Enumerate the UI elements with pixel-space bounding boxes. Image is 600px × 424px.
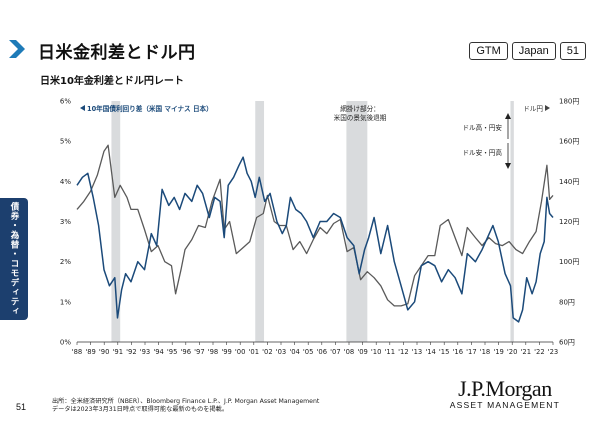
x-tick-label: '10 xyxy=(371,348,382,356)
y-right-tick-label: 80円 xyxy=(559,298,575,306)
y-left-tick-label: 6% xyxy=(60,98,71,106)
x-tick-label: '97 xyxy=(194,348,205,356)
x-tick-label: '04 xyxy=(289,348,300,356)
y-right-tick-label: 60円 xyxy=(559,339,575,347)
x-tick-label: '95 xyxy=(167,348,178,356)
y-left-tick-label: 5% xyxy=(60,138,71,146)
left-series-label: 10年国債利回り差（米国 マイナス 日本） xyxy=(87,104,213,113)
source-line-1: 出所：全米経済研究所（NBER）、Bloomberg Finance L.P.、… xyxy=(52,398,320,405)
x-tick-label: '17 xyxy=(466,348,477,356)
arrow-up-icon xyxy=(505,113,511,119)
chevron-right-icon xyxy=(9,40,25,58)
source-note: 出所：全米経済研究所（NBER）、Bloomberg Finance L.P.、… xyxy=(52,398,319,414)
x-tick-label: '18 xyxy=(480,348,491,356)
x-tick-label: '98 xyxy=(208,348,219,356)
y-right-tick-label: 180円 xyxy=(559,98,579,106)
y-right-tick-label: 100円 xyxy=(559,258,579,266)
x-tick-label: '08 xyxy=(344,348,355,356)
x-tick-label: '05 xyxy=(303,348,314,356)
section-tab-label: 債券・為替・コモディティ xyxy=(9,202,19,316)
x-tick-label: '16 xyxy=(453,348,464,356)
y-right-tick-label: 120円 xyxy=(559,218,579,226)
x-tick-label: '99 xyxy=(221,348,232,356)
y-left-tick-label: 2% xyxy=(60,258,71,266)
x-tick-label: '91 xyxy=(113,348,124,356)
left-arrow-icon xyxy=(80,105,85,111)
x-tick-label: '06 xyxy=(317,348,328,356)
page-title: 日米金利差とドル円 xyxy=(38,43,196,63)
x-tick-label: '92 xyxy=(126,348,137,356)
x-tick-label: '88 xyxy=(72,348,83,356)
x-tick-label: '07 xyxy=(330,348,341,356)
arrow-up-label: ドル高・円安 xyxy=(462,123,502,132)
chart-title: 日米10年金利差とドル円レート xyxy=(40,76,184,87)
section-badges: GTM Japan 51 xyxy=(469,42,586,60)
x-tick-label: '19 xyxy=(493,348,504,356)
series-line-spread xyxy=(76,156,554,323)
page-number: 51 xyxy=(16,402,27,412)
x-tick-label: '00 xyxy=(235,348,246,356)
x-tick-label: '20 xyxy=(507,348,518,356)
x-tick-label: '02 xyxy=(262,348,273,356)
x-tick-label: '23 xyxy=(548,348,559,356)
section-tab: 債券・為替・コモディティ xyxy=(0,198,28,320)
x-tick-label: '15 xyxy=(439,348,450,356)
x-tick-label: '13 xyxy=(412,348,423,356)
y-right-tick-label: 140円 xyxy=(559,178,579,186)
x-tick-label: '96 xyxy=(181,348,192,356)
source-line-2: データは2023年3月31日時点で取得可能な最新のものを掲載。 xyxy=(52,406,229,413)
jpmorgan-logo: J.P.Morgan ASSET MANAGEMENT xyxy=(450,376,560,410)
series-line-usdjpy xyxy=(76,144,554,307)
logo-subtitle: ASSET MANAGEMENT xyxy=(449,400,560,410)
badge-gtm: GTM xyxy=(469,42,508,60)
recession-note-line-1: 網掛け部分： xyxy=(340,104,380,113)
recession-band-4 xyxy=(510,101,514,342)
x-tick-label: '12 xyxy=(398,348,409,356)
arrow-down-label: ドル安・円高 xyxy=(462,148,502,157)
x-tick-label: '09 xyxy=(357,348,368,356)
x-tick-label: '11 xyxy=(385,348,396,356)
x-tick-label: '90 xyxy=(99,348,110,356)
x-tick-label: '03 xyxy=(276,348,287,356)
right-series-label: ドル円 xyxy=(523,105,543,113)
y-left-tick-label: 3% xyxy=(60,218,71,226)
right-arrow-icon xyxy=(545,105,550,111)
x-tick-label: '22 xyxy=(534,348,545,356)
recession-note-line-2: 米国の景気後退期 xyxy=(334,113,387,122)
y-left-tick-label: 0% xyxy=(60,339,71,347)
recession-band-3 xyxy=(346,101,368,342)
recession-band-1 xyxy=(111,101,121,342)
x-tick-label: '21 xyxy=(521,348,532,356)
x-tick-label: '14 xyxy=(425,348,436,356)
x-tick-label: '94 xyxy=(153,348,164,356)
logo-wordmark: J.P.Morgan xyxy=(458,376,552,401)
x-tick-label: '01 xyxy=(249,348,260,356)
x-tick-label: '89 xyxy=(85,348,96,356)
y-right-tick-label: 160円 xyxy=(559,138,579,146)
y-left-tick-label: 4% xyxy=(60,178,71,186)
y-left-tick-label: 1% xyxy=(60,298,71,306)
arrow-down-icon xyxy=(505,163,511,169)
badge-page: 51 xyxy=(559,42,586,60)
badge-region: Japan xyxy=(511,42,556,60)
x-tick-label: '93 xyxy=(140,348,151,356)
recession-band-2 xyxy=(255,101,265,342)
